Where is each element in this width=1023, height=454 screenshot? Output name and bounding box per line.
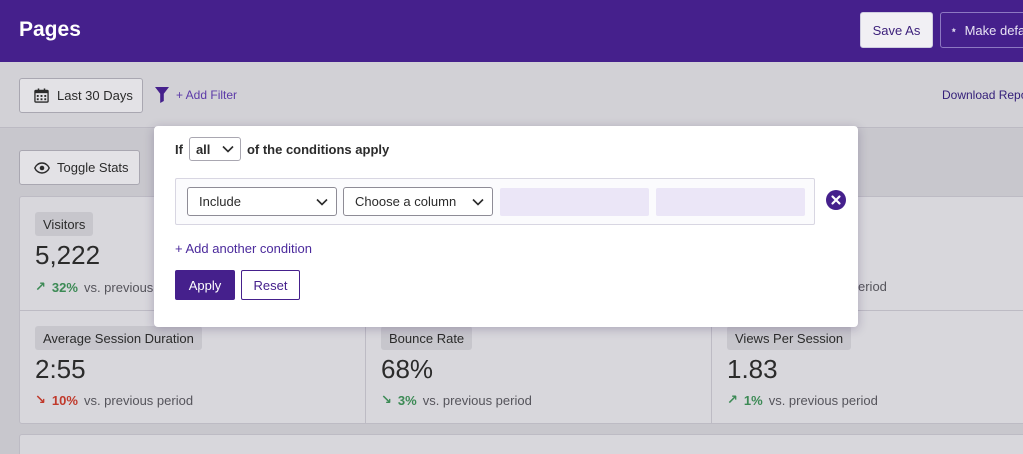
stat-compare-partial: eriod [858,279,887,294]
page-header: Pages Save As Make default [0,0,1023,62]
download-report-link[interactable]: Download Report [942,88,1023,102]
stats-col-divider [711,310,712,424]
chevron-down-icon [316,198,328,206]
make-default-button[interactable]: Make default [940,12,1023,48]
condition-prefix: If [175,141,183,157]
save-as-button[interactable]: Save As [860,12,933,48]
reset-button[interactable]: Reset [241,270,300,300]
bounce-rate-change: 3% [397,392,417,408]
match-mode-select[interactable]: all [188,137,241,161]
page-title: Pages [19,18,81,41]
toggle-stats-label: Toggle Stats [57,160,129,175]
column-select[interactable]: Choose a column [343,187,493,216]
bounce-rate-compare: ↘ 3% vs. previous period [381,392,532,408]
visitors-change: 32% [51,279,78,295]
visitors-compare: ↗ 32% vs. previous [35,279,153,295]
match-mode-value: all [195,141,211,157]
column-placeholder: Choose a column [355,194,457,209]
bounce-rate-value: 68% [381,354,434,384]
stats-col-divider [365,310,366,424]
views-per-session-compare-text: vs. previous period [768,392,878,408]
arrow-down-right-icon: ↘ [381,392,392,407]
table-panel [19,434,1023,454]
add-condition-link[interactable]: + Add another condition [175,241,312,256]
views-per-session-value: 1.83 [727,354,778,384]
bounce-rate-compare-text: vs. previous period [422,392,532,408]
bounce-rate-label: Bounce Rate [381,326,473,350]
chevron-down-icon [472,198,484,206]
condition-row: Include Choose a column [175,178,815,225]
views-per-session-change: 1% [743,392,763,408]
views-per-session-compare: ↗ 1% vs. previous period [727,392,878,408]
avg-session-change: 10% [51,392,78,408]
toggle-stats-button[interactable]: Toggle Stats [19,150,140,185]
arrow-up-right-icon: ↗ [35,279,46,294]
calendar-icon [34,88,49,103]
condition-suffix: of the conditions apply [246,141,390,157]
remove-condition-icon[interactable] [826,190,846,210]
avg-session-compare-text: vs. previous period [83,392,194,408]
include-value: Include [199,194,241,209]
include-select[interactable]: Include [187,187,337,216]
arrow-up-right-icon: ↗ [727,392,738,407]
add-filter-link[interactable]: + Add Filter [176,88,238,102]
visitors-compare-text: vs. previous [83,279,154,295]
date-range-button[interactable]: Last 30 Days [19,78,143,113]
date-range-label: Last 30 Days [57,88,133,103]
visitors-label: Visitors [35,212,94,236]
apply-button[interactable]: Apply [175,270,235,300]
condition-match-line: If all of the conditions apply [175,137,389,161]
operator-field[interactable] [500,188,649,216]
arrow-down-right-icon: ↘ [35,392,46,407]
value-field[interactable] [656,188,805,216]
eye-icon [34,161,50,174]
filter-popover: If all of the conditions apply Include C… [154,126,858,327]
views-per-session-label: Views Per Session [727,326,852,350]
visitors-value: 5,222 [35,240,101,270]
avg-session-label: Average Session Duration [35,326,202,350]
star-icon [951,27,957,33]
avg-session-value: 2:55 [35,354,86,384]
filter-icon[interactable] [154,86,170,104]
avg-session-compare: ↘ 10% vs. previous period [35,392,193,408]
make-default-label: Make default [964,22,1023,38]
report-toolbar: Last 30 Days + Add Filter Download Repor… [0,62,1023,128]
chevron-down-icon [222,145,234,153]
